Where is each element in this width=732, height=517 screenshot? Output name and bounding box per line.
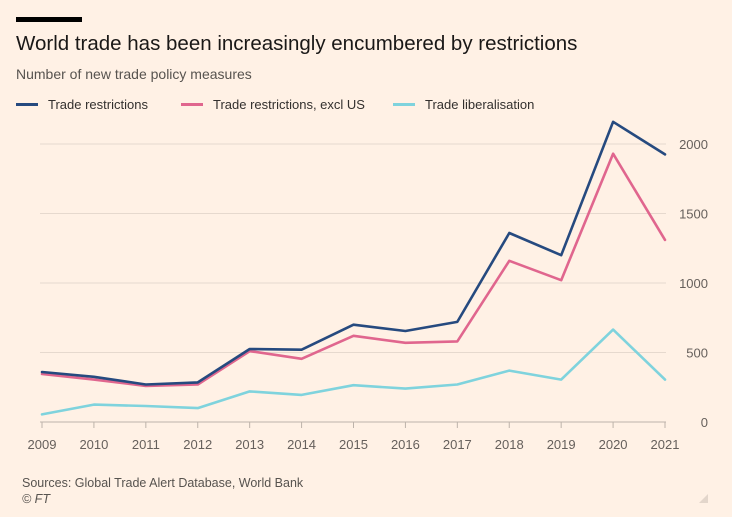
source-note: Sources: Global Trade Alert Database, Wo…	[22, 476, 304, 490]
x-tick-label: 2016	[391, 437, 420, 452]
x-tick-label: 2012	[183, 437, 212, 452]
x-tick-label: 2014	[287, 437, 316, 452]
legend-swatch	[181, 103, 203, 106]
legend-swatch	[393, 103, 415, 106]
x-tick-label: 2018	[495, 437, 524, 452]
legend-label: Trade restrictions	[48, 97, 148, 112]
legend-label: Trade liberalisation	[425, 97, 535, 112]
x-tick-label: 2013	[235, 437, 264, 452]
series-line-trade-liberalisation	[40, 328, 667, 416]
x-tick-label: 2019	[547, 437, 576, 452]
y-tick-label: 2000	[679, 137, 708, 152]
series-line-trade-restrictions-excl-us	[40, 152, 667, 388]
x-tick-label: 2010	[79, 437, 108, 452]
chart-subtitle: Number of new trade policy measures	[16, 66, 252, 82]
chart-title: World trade has been increasingly encumb…	[16, 32, 578, 55]
y-tick-label: 1000	[679, 276, 708, 291]
legend-swatch	[16, 103, 38, 106]
resize-grip-icon	[699, 494, 708, 503]
x-tick-label: 2015	[339, 437, 368, 452]
legend-label: Trade restrictions, excl US	[213, 97, 365, 112]
x-tick-label: 2021	[651, 437, 680, 452]
x-tick-label: 2017	[443, 437, 472, 452]
y-tick-label: 0	[701, 415, 708, 430]
x-tick-label: 2009	[28, 437, 57, 452]
legend-item-trade-restrictions-excl-us: Trade restrictions, excl US	[181, 97, 365, 112]
x-tick-label: 2011	[132, 437, 160, 452]
legend-item-trade-restrictions: Trade restrictions	[16, 97, 148, 112]
x-tick-label: 2020	[599, 437, 628, 452]
copyright-note: © FT	[22, 492, 50, 506]
top-rule	[16, 17, 82, 22]
series-line-trade-restrictions	[40, 120, 667, 386]
legend-item-trade-liberalisation: Trade liberalisation	[393, 97, 534, 112]
y-tick-label: 1500	[679, 207, 708, 222]
y-tick-label: 500	[686, 346, 708, 361]
